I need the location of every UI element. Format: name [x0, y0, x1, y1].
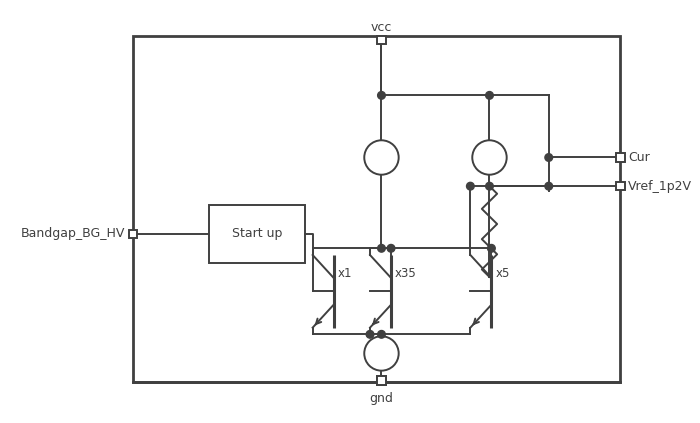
Circle shape [377, 91, 385, 99]
Bar [616, 153, 624, 162]
Text: Start up: Start up [232, 228, 282, 240]
Circle shape [364, 336, 399, 371]
Text: vcc: vcc [371, 21, 392, 34]
Circle shape [377, 244, 385, 252]
Bar [377, 36, 386, 44]
Circle shape [473, 140, 507, 175]
Text: Cur: Cur [628, 151, 650, 164]
Circle shape [387, 244, 395, 252]
Bar [377, 376, 386, 385]
Circle shape [488, 244, 495, 252]
Bar [377, 376, 386, 385]
Circle shape [466, 182, 474, 190]
Circle shape [486, 182, 493, 190]
Text: x1: x1 [337, 266, 352, 280]
Bar [129, 230, 137, 238]
Circle shape [377, 330, 385, 338]
Circle shape [545, 182, 552, 190]
Circle shape [486, 91, 493, 99]
Text: Bandgap_BG_HV: Bandgap_BG_HV [21, 228, 125, 240]
Text: Vref_1p2V: Vref_1p2V [628, 180, 692, 192]
Bar [209, 205, 305, 263]
Bar [133, 36, 620, 382]
Text: x5: x5 [495, 266, 510, 280]
Circle shape [364, 140, 399, 175]
Circle shape [366, 330, 374, 338]
Bar [616, 182, 624, 190]
Circle shape [545, 154, 552, 161]
Text: gnd: gnd [370, 392, 393, 405]
Text: x35: x35 [395, 266, 416, 280]
